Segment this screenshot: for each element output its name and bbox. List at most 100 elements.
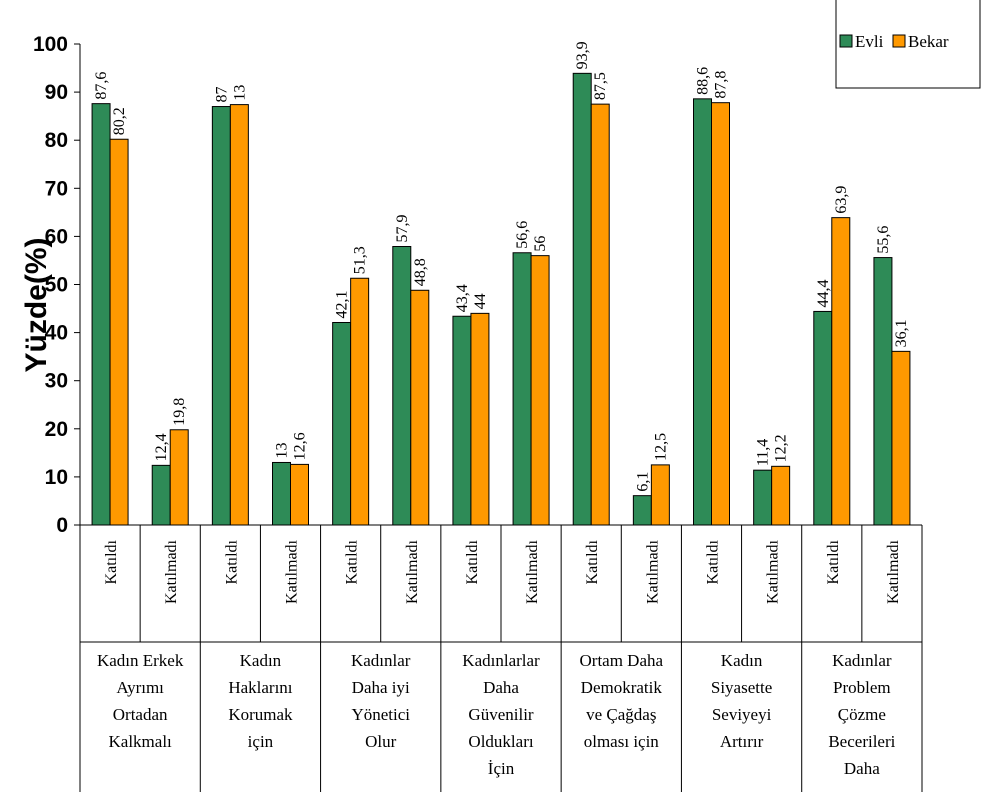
data-label-bekar: 51,3 xyxy=(352,246,369,274)
x-group-label: İçin xyxy=(488,759,515,778)
data-label-bekar: 87,5 xyxy=(592,72,609,100)
data-label-bekar: 12,2 xyxy=(773,434,790,462)
y-tick-label: 50 xyxy=(45,274,68,297)
data-label-bekar: 13 xyxy=(231,85,248,101)
bar-bekar xyxy=(530,255,550,526)
bar-bekar xyxy=(771,465,791,526)
data-label-bekar: 44 xyxy=(472,293,489,309)
bar-evli xyxy=(91,103,111,526)
data-label-evli: 87 xyxy=(213,87,230,103)
data-label-evli: 55,6 xyxy=(875,226,892,254)
x-group-label: için xyxy=(248,732,274,751)
data-label-evli: 87,6 xyxy=(93,72,110,100)
bar-evli xyxy=(332,321,352,526)
bar-evli xyxy=(151,464,171,526)
x-subcategory-label: Katılmadı xyxy=(644,539,661,604)
data-label-bekar: 12,6 xyxy=(292,432,309,460)
x-subcategory-label: Katıldı xyxy=(464,539,481,584)
x-subcategory-label: Katıldı xyxy=(825,539,842,584)
data-label-bekar: 87,8 xyxy=(713,71,730,99)
y-tick-label: 0 xyxy=(56,514,68,537)
data-label-evli: 93,9 xyxy=(574,41,591,69)
x-group-label: Ayrımı xyxy=(116,678,164,697)
y-tick-label: 60 xyxy=(45,225,68,248)
x-group-label: Haklarını xyxy=(228,678,292,697)
data-label-bekar: 36,1 xyxy=(893,319,910,347)
x-subcategory-label: Katılmadı xyxy=(885,539,902,604)
data-label-evli: 44,4 xyxy=(815,279,832,307)
legend-label-evli: Evli xyxy=(855,32,884,51)
data-label-evli: 11,4 xyxy=(755,439,772,466)
x-group-label: Ortam Daha xyxy=(580,651,664,670)
x-subcategory-label: Katıldı xyxy=(223,539,240,584)
bar-evli xyxy=(272,461,291,526)
x-group-label: Olur xyxy=(365,732,397,751)
data-label-bekar: 80,2 xyxy=(111,107,128,135)
data-label-evli: 88,6 xyxy=(695,67,712,95)
x-subcategory-label: Katıldı xyxy=(103,539,120,584)
y-tick-label: 80 xyxy=(45,129,68,152)
x-group-label: Siyasette xyxy=(711,678,772,697)
bar-bekar xyxy=(831,217,851,526)
legend-box xyxy=(835,0,981,89)
legend-label-bekar: Bekar xyxy=(908,32,949,51)
bar-bekar xyxy=(410,289,430,526)
bar-evli xyxy=(873,257,893,526)
x-subcategory-label: Katıldı xyxy=(705,539,722,584)
data-label-evli: 57,9 xyxy=(394,215,411,243)
data-label-bekar: 19,8 xyxy=(171,398,188,426)
x-group-label: Kadınlar xyxy=(351,651,411,670)
legend-swatch-evli xyxy=(839,34,853,48)
y-tick-label: 70 xyxy=(45,177,68,200)
legend: Evli Bekar xyxy=(835,0,981,89)
x-group-label: Oldukları xyxy=(468,732,533,751)
x-group-label: Yönetici xyxy=(351,705,410,724)
y-tick-label: 30 xyxy=(45,370,68,393)
x-group-label: olması için xyxy=(584,732,660,751)
x-group-label: Çözme xyxy=(838,705,886,724)
bar-bekar xyxy=(470,312,490,526)
y-tick-label: 90 xyxy=(45,81,68,104)
data-label-bekar: 56 xyxy=(532,236,549,252)
bar-evli xyxy=(392,246,412,526)
bar-bekar xyxy=(590,103,610,526)
bar-evli xyxy=(572,72,592,526)
bar-evli xyxy=(632,495,652,526)
x-group-label: Daha xyxy=(844,759,880,778)
y-tick-label: 40 xyxy=(45,322,68,345)
bar-evli xyxy=(693,98,712,526)
x-subcategory-label: Katılmadı xyxy=(404,539,421,604)
y-tick-label: 20 xyxy=(45,418,68,441)
x-subcategory-label: Katılmadı xyxy=(524,539,541,604)
y-axis-title: Yüzde(%) xyxy=(20,238,53,373)
y-tick-label: 10 xyxy=(45,466,68,489)
x-group-label: Kalkmalı xyxy=(109,732,173,751)
data-label-evli: 42,1 xyxy=(334,290,351,318)
x-group-label: Kadınlarlar xyxy=(462,651,540,670)
bar-bekar xyxy=(891,350,911,526)
bar-bekar xyxy=(350,277,370,526)
x-group-label: Kadın Erkek xyxy=(97,651,184,670)
x-group-label: Demokratik xyxy=(581,678,663,697)
bar-evli xyxy=(211,106,231,526)
x-group-label: Artırır xyxy=(720,732,764,751)
bar-bekar xyxy=(650,464,670,526)
bar-evli xyxy=(813,310,833,526)
x-group-label: Kadın xyxy=(721,651,763,670)
bar-bekar xyxy=(290,463,309,526)
data-label-evli: 6,1 xyxy=(634,472,651,492)
x-subcategory-label: Katıldı xyxy=(584,539,601,584)
x-group-label: Kadınlar xyxy=(832,651,892,670)
x-group-label: Ortadan xyxy=(113,705,168,724)
legend-swatch-bekar xyxy=(892,34,906,48)
data-label-bekar: 48,8 xyxy=(412,258,429,286)
x-group-label: ve Çağdaş xyxy=(586,705,656,724)
x-subcategory-label: Katılmadı xyxy=(163,539,180,604)
data-label-evli: 12,4 xyxy=(153,433,170,461)
data-label-bekar: 63,9 xyxy=(833,186,850,214)
x-group-label: Problem xyxy=(833,678,891,697)
x-group-label: Daha iyi xyxy=(352,678,410,697)
data-label-evli: 43,4 xyxy=(454,284,471,312)
bar-bekar xyxy=(229,104,249,526)
data-label-evli: 56,6 xyxy=(514,221,531,249)
